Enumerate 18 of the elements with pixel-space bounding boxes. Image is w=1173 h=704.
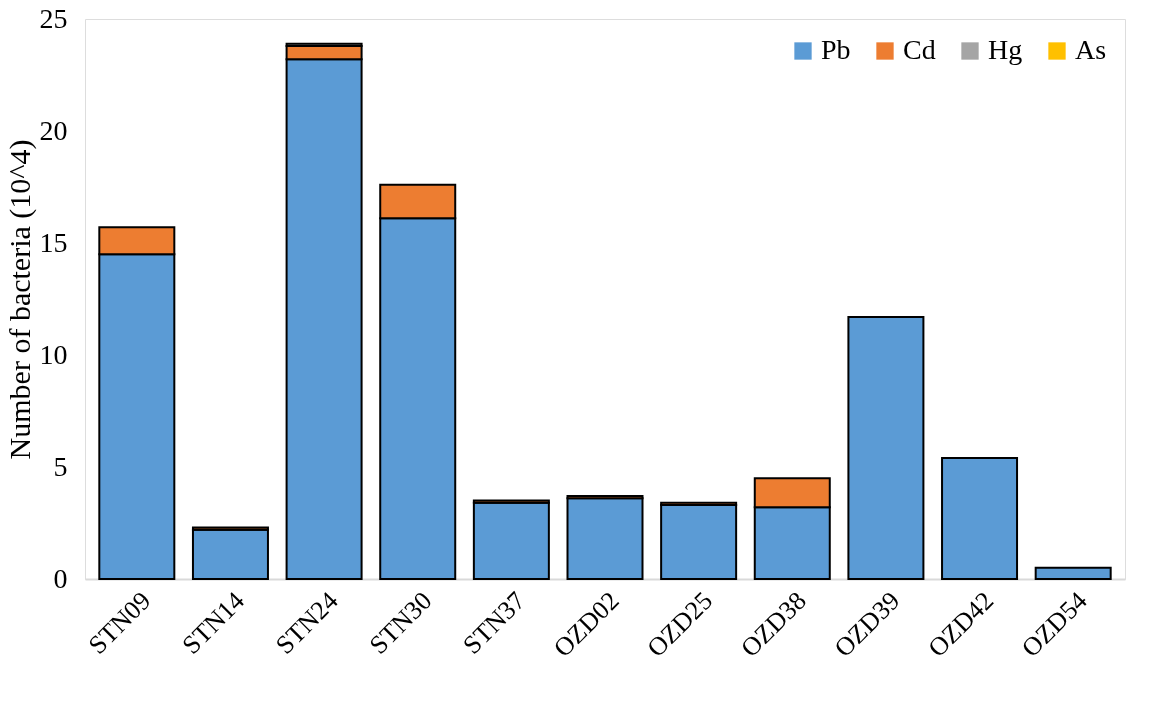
bar [1034, 566, 1112, 580]
bar [566, 497, 644, 580]
y-tick-label: 15 [39, 226, 68, 258]
bar [660, 504, 738, 580]
legend-label: As [1075, 34, 1107, 65]
legend-label: Pb [821, 34, 851, 65]
bar [941, 457, 1019, 580]
y-axis-title: Number of bacteria (10^4) [2, 139, 37, 460]
y-tick-label: 10 [39, 338, 68, 370]
bar [191, 528, 269, 580]
legend-label: Cd [903, 34, 936, 65]
y-tick-label: 25 [39, 2, 68, 34]
legend-label: Hg [988, 34, 1023, 65]
y-tick-label: 0 [53, 562, 68, 594]
y-tick-label: 20 [39, 114, 68, 146]
bar [847, 315, 925, 580]
bar [472, 501, 550, 580]
y-tick-label: 5 [53, 450, 68, 482]
